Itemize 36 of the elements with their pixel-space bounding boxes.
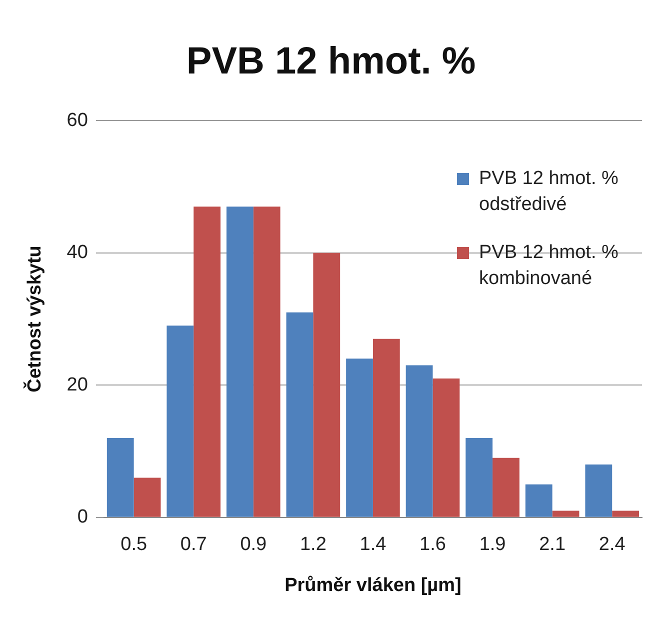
bar <box>166 326 194 517</box>
x-tick-label: 2.4 <box>598 534 626 556</box>
x-tick-label: 0.9 <box>240 534 267 556</box>
y-tick-label: 60 <box>66 110 88 131</box>
x-tick-label: 0.7 <box>180 534 207 556</box>
legend-label: PVB 12 hmot. % odstředivé <box>479 166 620 217</box>
bar <box>346 358 373 517</box>
y-tick-label: 0 <box>77 506 88 528</box>
bar <box>432 378 460 517</box>
bar <box>552 510 580 517</box>
x-tick-label: 1.6 <box>420 534 446 556</box>
bar <box>313 252 340 517</box>
bar <box>612 510 640 517</box>
legend-label: PVB 12 hmot. % kombinované <box>479 240 620 291</box>
y-axis-title: Četnost výskytu <box>22 246 46 392</box>
bar <box>406 365 433 517</box>
bar <box>253 206 280 517</box>
bar <box>194 206 221 517</box>
bar <box>372 338 400 517</box>
bar <box>466 438 493 517</box>
bar <box>492 458 520 517</box>
bar <box>286 312 314 517</box>
x-tick-label: 1.2 <box>300 534 326 556</box>
bar <box>134 478 161 517</box>
x-tick-label: 1.4 <box>360 534 387 556</box>
y-tick-label: 40 <box>66 242 88 264</box>
bar <box>106 438 134 517</box>
bar <box>525 484 552 517</box>
chart-title: PVB 12 hmot. % <box>186 40 476 82</box>
x-tick-label: 0.5 <box>120 534 148 556</box>
x-axis-title: Průměr vláken [µm] <box>284 574 462 596</box>
x-tick-label: 2.1 <box>539 534 566 556</box>
bar <box>585 464 612 517</box>
y-tick-label: 20 <box>66 374 88 396</box>
x-tick-label: 1.9 <box>479 534 506 556</box>
bar <box>226 206 254 517</box>
